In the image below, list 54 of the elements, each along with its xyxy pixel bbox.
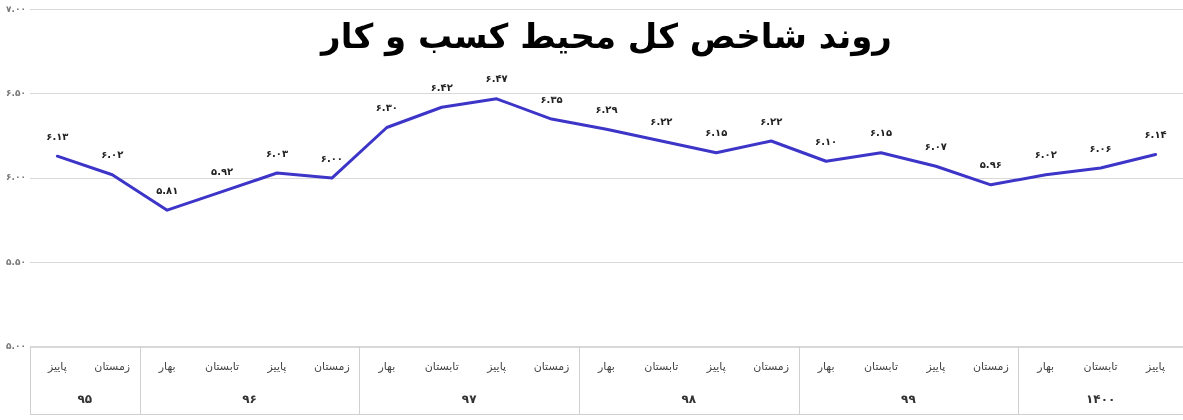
x-tick-label: پاییز <box>266 360 287 374</box>
data-label: ۵.۸۱ <box>156 184 179 196</box>
x-tick-label: زمستان <box>753 360 790 374</box>
data-label: ۶.۰۷ <box>924 140 947 152</box>
chart-title: روند شاخص کل محیط کسب و کار <box>319 16 892 58</box>
x-tick-label: بهار <box>157 360 176 374</box>
x-tick-label: زمستان <box>94 360 131 374</box>
x-tick-label: پاییز <box>705 360 726 374</box>
data-label: ۶.۱۳ <box>46 130 69 142</box>
x-tick-label: تابستان <box>863 360 899 374</box>
data-label: ۶.۴۷ <box>485 73 508 85</box>
x-tick-label: بهار <box>1036 360 1055 374</box>
text: ۹۵ <box>77 392 93 407</box>
data-label: ۶.۱۵ <box>705 127 728 139</box>
y-tick-label: ۵.۰۰ <box>5 341 26 352</box>
data-label: ۶.۲۹ <box>595 103 618 115</box>
text: ۹۹ <box>901 392 917 407</box>
x-tick-label: زمستان <box>314 360 350 374</box>
data-label: ۶.۳۰ <box>375 102 398 114</box>
y-tick-label: ۶.۰۰ <box>5 172 26 183</box>
x-tick-label: پاییز <box>1145 360 1165 374</box>
text: ۹۶ <box>242 392 257 407</box>
x-tick-label: زمستان <box>972 360 1009 374</box>
x-tick-label: بهار <box>377 360 396 374</box>
data-label: ۶.۰۰ <box>320 152 343 164</box>
x-tick-label: پاییز <box>486 360 507 374</box>
data-label: ۶.۴۲ <box>430 81 453 93</box>
x-tick-label: پاییز <box>925 360 946 374</box>
y-tick-label: ۷.۰۰ <box>5 3 26 14</box>
y-tick-label: ۶.۵۰ <box>5 88 26 99</box>
x-tick-label: تابستان <box>424 360 459 374</box>
text: ۱۴۰۰ <box>1085 392 1116 407</box>
x-tick-label: تابستان <box>644 360 679 374</box>
text: ۹۸ <box>681 392 697 407</box>
data-label: ۶.۰۶ <box>1089 142 1112 154</box>
data-label: ۶.۰۲ <box>101 149 124 161</box>
x-tick-label: پاییز <box>46 360 67 374</box>
x-tick-label: بهار <box>597 360 615 374</box>
data-label: ۶.۲۲ <box>760 115 783 127</box>
x-tick-label: تابستان <box>205 360 240 374</box>
data-label: ۶.۱۵ <box>869 127 893 139</box>
data-label: ۶.۲۲ <box>650 115 673 127</box>
data-label: ۵.۹۲ <box>211 166 234 178</box>
x-tick-label: بهار <box>816 360 835 374</box>
data-label: ۶.۰۲ <box>1034 149 1057 161</box>
text: ۹۷ <box>461 392 478 407</box>
data-label: ۶.۱۴ <box>1144 129 1167 141</box>
x-tick-label: زمستان <box>533 360 570 374</box>
data-label: ۶.۳۵ <box>540 93 563 105</box>
data-label: ۵.۹۶ <box>979 159 1002 171</box>
y-tick-label: ۵.۵۰ <box>5 256 26 267</box>
data-label: ۶.۱۰ <box>815 135 838 147</box>
x-tick-label: تابستان <box>1083 360 1118 374</box>
data-label: ۶.۰۳ <box>265 147 289 159</box>
